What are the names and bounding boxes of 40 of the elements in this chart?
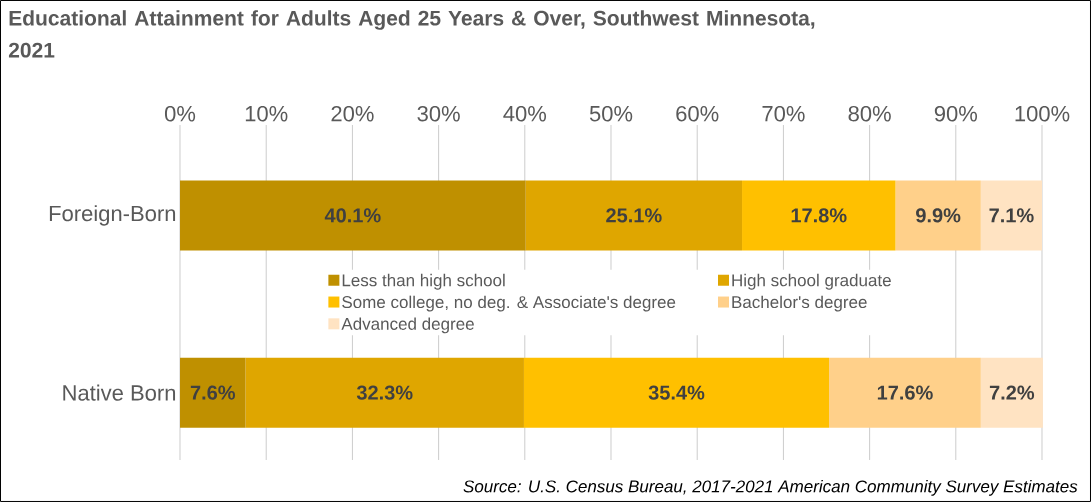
bar xyxy=(245,357,524,428)
x-tick-label: 80% xyxy=(848,105,891,122)
data-label: 7.1% xyxy=(989,208,1034,223)
bar xyxy=(980,180,1043,251)
source-note: Source: U.S. Census Bureau, 2017-2021 American Community Survey Estimates xyxy=(463,479,1078,496)
legend-label: Some college, no deg. & Associate's degree xyxy=(342,295,676,312)
bar xyxy=(180,357,246,428)
x-tick-label: 100% xyxy=(1015,105,1070,122)
legend-label: Less than high school xyxy=(342,273,505,290)
data-label: 35.4% xyxy=(648,385,705,400)
x-tick-label: 40% xyxy=(503,105,547,122)
x-tick-label: 60% xyxy=(676,105,719,122)
data-label: 7.2% xyxy=(989,385,1035,400)
legend-label: Advanced degree xyxy=(341,317,474,334)
legend-label: Bachelor's degree xyxy=(732,295,867,312)
bar xyxy=(523,357,830,428)
y-tick-label: Native Born xyxy=(63,384,176,401)
x-tick-label: 90% xyxy=(934,105,978,122)
data-label: 9.9% xyxy=(916,208,961,223)
data-label: 40.1% xyxy=(324,208,381,223)
bar xyxy=(829,357,981,428)
bar xyxy=(180,180,526,251)
x-tick-label: 0% xyxy=(164,105,196,122)
data-label: 17.8% xyxy=(791,208,847,223)
data-label: 17.6% xyxy=(877,385,933,400)
legend-label: High school graduate xyxy=(732,273,891,290)
chart-title: Educational Attainment for Adults Aged 25 Years & Over, Southwest Minnesota, 2021 xyxy=(8,10,815,58)
x-tick-label: 50% xyxy=(589,105,633,122)
x-tick-label: 30% xyxy=(417,105,460,122)
bar xyxy=(742,180,896,251)
data-label: 7.6% xyxy=(190,385,236,400)
x-tick-label: 10% xyxy=(245,105,288,122)
data-label: 32.3% xyxy=(356,385,413,400)
bar xyxy=(980,357,1043,428)
x-tick-label: 70% xyxy=(762,105,805,122)
bar xyxy=(895,180,981,251)
x-tick-label: 20% xyxy=(331,105,374,122)
data-label: 25.1% xyxy=(606,208,662,223)
y-tick-label: Foreign-Born xyxy=(49,205,176,226)
bar xyxy=(525,180,743,251)
